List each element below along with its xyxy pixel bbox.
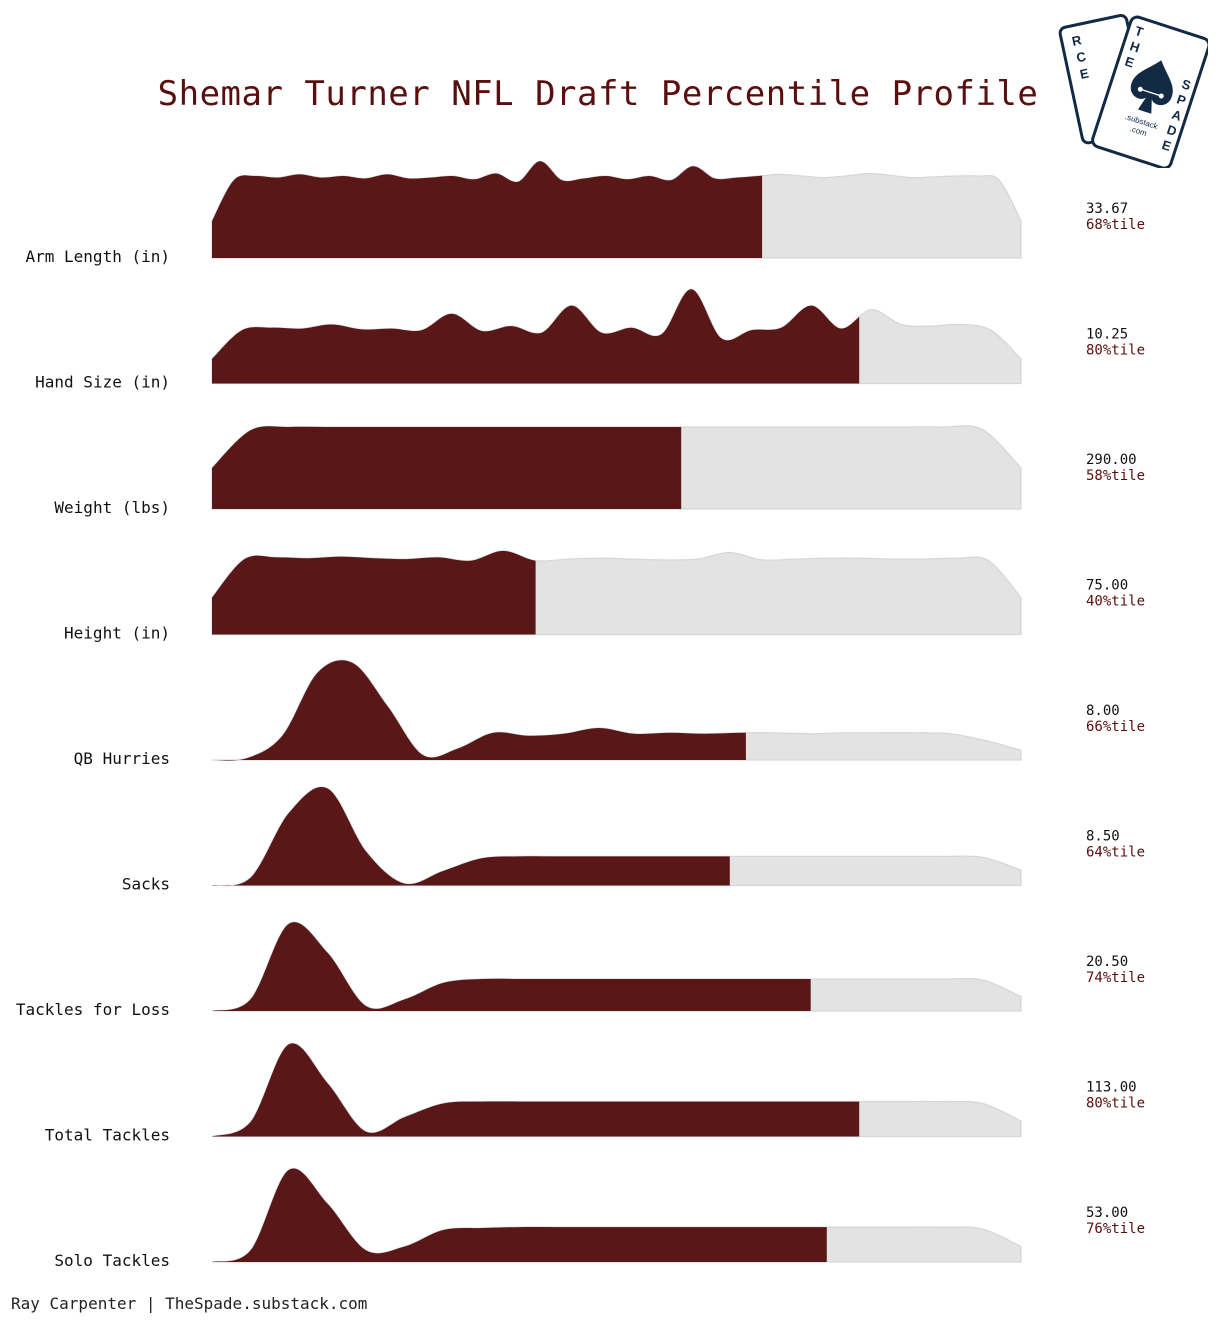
percentile-fill <box>212 922 811 1011</box>
metric-percentile: 74%tile <box>1086 970 1145 986</box>
metric-label: Arm Length (in) <box>26 247 171 266</box>
metric-label: QB Hurries <box>74 749 170 768</box>
percentile-fill <box>212 1043 860 1137</box>
metric-label: Sacks <box>122 875 170 894</box>
metric-percentile: 40%tile <box>1086 594 1145 610</box>
metric-value: 20.50 <box>1086 954 1128 970</box>
the-spade-logo: R C E T H E .substack .com S P A D E <box>1058 13 1208 168</box>
metric-value: 10.25 <box>1086 327 1128 343</box>
chart-title: Shemar Turner NFL Draft Percentile Profi… <box>157 74 1039 114</box>
metric-value: 290.00 <box>1086 452 1137 468</box>
svg-text:H: H <box>1128 38 1142 55</box>
metric-percentile: 76%tile <box>1086 1221 1145 1237</box>
metric-value: 113.00 <box>1086 1080 1137 1096</box>
percentile-fill <box>212 550 536 635</box>
metric-percentile: 66%tile <box>1086 719 1145 735</box>
metric-percentile: 80%tile <box>1086 343 1145 359</box>
metric-label: Total Tackles <box>45 1126 170 1145</box>
svg-text:E: E <box>1079 65 1091 82</box>
metric-value: 75.00 <box>1086 578 1128 594</box>
metric-value: 53.00 <box>1086 1205 1128 1221</box>
metric-label: Solo Tackles <box>54 1251 170 1270</box>
credit-line: Ray Carpenter | TheSpade.substack.com <box>11 1294 368 1313</box>
percentile-fill <box>212 426 682 509</box>
metric-percentile: 58%tile <box>1086 468 1145 484</box>
metric-percentile: 80%tile <box>1086 1096 1145 1112</box>
percentile-fill <box>212 787 730 886</box>
percentile-fill <box>212 289 860 384</box>
percentile-fill <box>212 161 763 258</box>
svg-text:C: C <box>1075 49 1088 66</box>
percentile-fill <box>212 1168 827 1262</box>
metric-percentile: 64%tile <box>1086 845 1145 861</box>
percentile-fill <box>212 660 746 761</box>
metric-label: Tackles for Loss <box>16 1000 170 1019</box>
metric-label: Hand Size (in) <box>35 373 170 392</box>
metric-label: Height (in) <box>64 624 170 643</box>
metric-label: Weight (lbs) <box>54 498 170 517</box>
metric-value: 33.67 <box>1086 201 1128 217</box>
front-card: T H E .substack .com S P A D E <box>1091 15 1208 168</box>
metric-percentile: 68%tile <box>1086 217 1145 233</box>
metric-value: 8.50 <box>1086 829 1120 845</box>
svg-text:R: R <box>1070 32 1083 49</box>
svg-text:D: D <box>1165 122 1179 139</box>
metric-value: 8.00 <box>1086 703 1120 719</box>
